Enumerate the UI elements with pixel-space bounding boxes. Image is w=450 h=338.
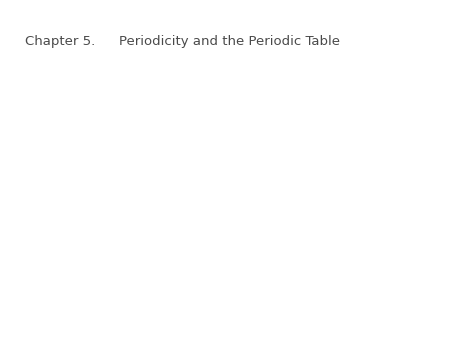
Text: Chapter 5.: Chapter 5. xyxy=(25,35,95,48)
Text: Periodicity and the Periodic Table: Periodicity and the Periodic Table xyxy=(119,35,340,48)
